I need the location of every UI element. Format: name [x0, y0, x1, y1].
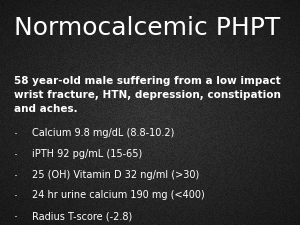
Text: Radius T-score (-2.8): Radius T-score (-2.8): [32, 211, 132, 221]
Text: 24 hr urine calcium 190 mg (<400): 24 hr urine calcium 190 mg (<400): [32, 190, 204, 200]
Text: Calcium 9.8 mg/dL (8.8-10.2): Calcium 9.8 mg/dL (8.8-10.2): [32, 128, 174, 138]
Text: ·: ·: [14, 211, 17, 224]
Text: 25 (OH) Vitamin D 32 ng/ml (>30): 25 (OH) Vitamin D 32 ng/ml (>30): [32, 170, 199, 180]
Text: iPTH 92 pg/mL (15-65): iPTH 92 pg/mL (15-65): [32, 149, 142, 159]
Text: ·: ·: [14, 170, 17, 183]
Text: Normocalcemic PHPT: Normocalcemic PHPT: [14, 16, 280, 40]
Text: ·: ·: [14, 190, 17, 203]
Text: ·: ·: [14, 128, 17, 141]
Text: ·: ·: [14, 149, 17, 162]
Text: 58 year-old male suffering from a low impact
wrist fracture, HTN, depression, co: 58 year-old male suffering from a low im…: [14, 76, 280, 115]
